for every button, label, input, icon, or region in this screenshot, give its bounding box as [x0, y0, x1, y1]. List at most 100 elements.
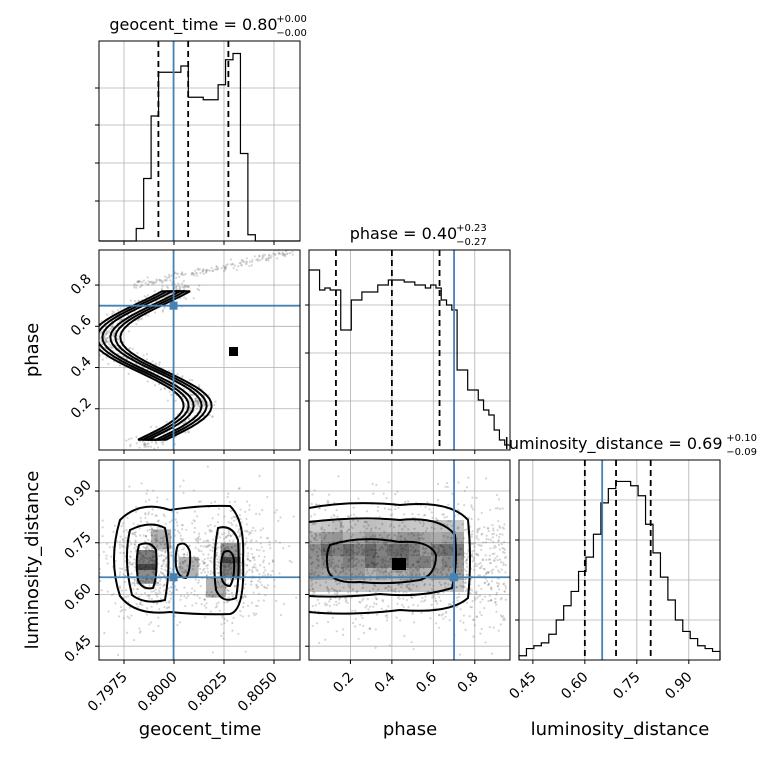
ld-geocent-sample [138, 527, 141, 530]
ld-geocent-sample [164, 568, 167, 571]
ld-phase-sample [412, 583, 415, 587]
ld-geocent-sample [179, 565, 183, 568]
ld-geocent-sample [164, 550, 167, 553]
ld-phase-density-cell [387, 580, 398, 592]
ld-geocent-sample [203, 561, 206, 564]
phase-geocent-streak-sample [168, 273, 171, 276]
ld-phase-sample [424, 506, 427, 509]
phase-geocent-sample [187, 417, 191, 421]
ld-phase-sample [365, 521, 369, 524]
ld-geocent-sample [156, 529, 159, 533]
ld-geocent-sample [147, 547, 150, 551]
ld-phase-sample [342, 586, 345, 589]
ld-phase-sample [365, 539, 368, 543]
phase-geocent-streak-sample [136, 280, 139, 283]
ld-geocent-sample [159, 554, 162, 557]
ld-geocent-sample [235, 524, 238, 527]
ld-phase-sample [435, 517, 438, 520]
ld-geocent-sample [220, 623, 223, 626]
ld-geocent-sample [225, 601, 229, 604]
phase-geocent-streak-sample [265, 258, 268, 261]
ld-phase-sample [412, 647, 415, 651]
ld-phase-sample [319, 536, 322, 539]
ld-phase-sample [316, 554, 319, 557]
ld-geocent-sample [128, 561, 132, 564]
phase-geocent-sample [136, 319, 140, 322]
ld-phase-sample [480, 511, 483, 514]
ld-geocent-sample [124, 536, 127, 540]
ld-geocent-sample [232, 539, 235, 542]
phase-geocent-streak-sample [276, 257, 279, 260]
ld-geocent-sample [106, 590, 109, 593]
ld-geocent-sample [112, 592, 115, 596]
ld-geocent-sample [210, 561, 213, 564]
ld-geocent-sample [152, 590, 155, 593]
ld-phase-sample [388, 525, 392, 528]
ld-phase-sample [457, 592, 461, 595]
ld-phase-sample [383, 530, 386, 534]
phase-geocent-sample [151, 360, 154, 363]
ld-phase-sample [395, 571, 398, 574]
ld-phase-sample [403, 525, 406, 528]
ld-phase-density-cell [310, 556, 321, 568]
ld-phase-sample [352, 621, 355, 625]
ld-geocent-sample [271, 559, 274, 562]
phase-geocent-sample [88, 347, 90, 349]
phase-geocent-sample [118, 364, 122, 367]
phase-geocent-sample [131, 347, 134, 350]
ld-geocent-sample [148, 594, 151, 597]
phase-geocent-sample [208, 413, 211, 417]
ld-phase-sample [342, 628, 345, 631]
ld-geocent-sample [136, 605, 139, 609]
ld-phase-sample [503, 540, 506, 544]
ld-phase-sample [477, 562, 480, 566]
ld-geocent-sample [155, 514, 158, 517]
phase-geocent-sample [136, 352, 139, 355]
ld-geocent-sample [179, 562, 182, 565]
ld-phase-sample [392, 526, 396, 529]
ld-geocent-sample [152, 489, 155, 492]
ld-geocent-sample [133, 584, 136, 587]
phase-geocent-sample [187, 431, 190, 434]
ld-phase-sample [470, 517, 473, 521]
phase-geocent-sample [103, 335, 106, 338]
ld-phase-sample [375, 597, 378, 601]
ld-geocent-sample [158, 541, 162, 544]
phase-geocent-streak-sample [217, 266, 220, 270]
phase-geocent-streak-sample [277, 251, 281, 255]
ld-geocent-sample [205, 574, 208, 577]
phase-geocent-sample [174, 382, 177, 385]
ld-phase-sample [417, 513, 420, 516]
phase-geocent-ytick-label: 0.8 [68, 271, 95, 298]
ld-phase-sample [335, 589, 338, 593]
ld-phase-sample [382, 547, 385, 550]
ld-phase-sample [372, 492, 375, 495]
ld-geocent-sample [221, 593, 224, 596]
ld-phase-sample [369, 578, 372, 581]
ld-phase-sample [371, 571, 374, 575]
phase-geocent-streak-sample [158, 278, 161, 281]
ld-phase-sample [501, 533, 504, 536]
ld-phase-sample [470, 506, 473, 509]
ld-geocent-sample [160, 567, 163, 571]
ld-geocent-sample [250, 539, 253, 542]
ld-phase-sample [375, 483, 378, 487]
ld-phase-sample [440, 567, 443, 570]
ld-geocent-sample [195, 558, 198, 562]
ld-phase-sample [464, 578, 467, 581]
ld-phase-sample [347, 584, 350, 587]
ld-geocent-sample [212, 547, 215, 550]
ld-phase-sample [424, 595, 427, 598]
ld-geocent-sample [148, 498, 151, 501]
ld-phase-sample [474, 598, 477, 601]
ld-phase-sample [316, 622, 319, 625]
phase-geocent-streak-sample [263, 253, 266, 256]
phase-geocent-streak-sample [159, 278, 162, 282]
ld-phase-sample [410, 572, 413, 575]
ld-phase-sample [313, 591, 316, 594]
ld-geocent-sample [248, 504, 251, 507]
ld-geocent-sample [209, 528, 212, 532]
phase-geocent-streak-sample [291, 253, 294, 256]
ld-geocent-sample [252, 612, 255, 615]
ld-phase-sample [487, 529, 490, 533]
